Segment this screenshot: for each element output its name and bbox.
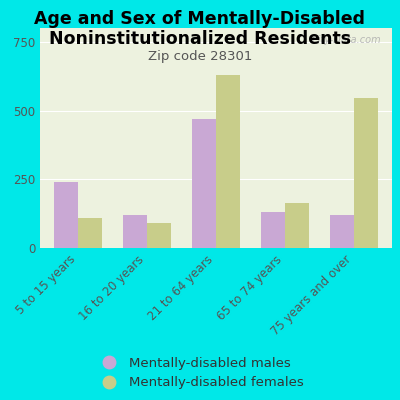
Bar (330, 215, 354, 248)
Legend: Mentally-disabled males, Mentally-disabled females: Mentally-disabled males, Mentally-disabl… (96, 357, 304, 390)
Bar (54, 182, 78, 248)
Bar (285, 203, 309, 248)
Text: Zip code 28301: Zip code 28301 (148, 50, 252, 63)
Bar (123, 215, 147, 248)
Bar (261, 212, 285, 248)
Text: Noninstitutionalized Residents: Noninstitutionalized Residents (49, 30, 351, 48)
Text: Age and Sex of Mentally-Disabled: Age and Sex of Mentally-Disabled (34, 10, 366, 28)
Bar (216, 75, 240, 248)
Bar (147, 223, 171, 248)
Bar (78, 218, 102, 248)
Text: City-Data.com: City-Data.com (312, 35, 382, 45)
Bar (354, 98, 378, 248)
Bar (192, 119, 216, 248)
